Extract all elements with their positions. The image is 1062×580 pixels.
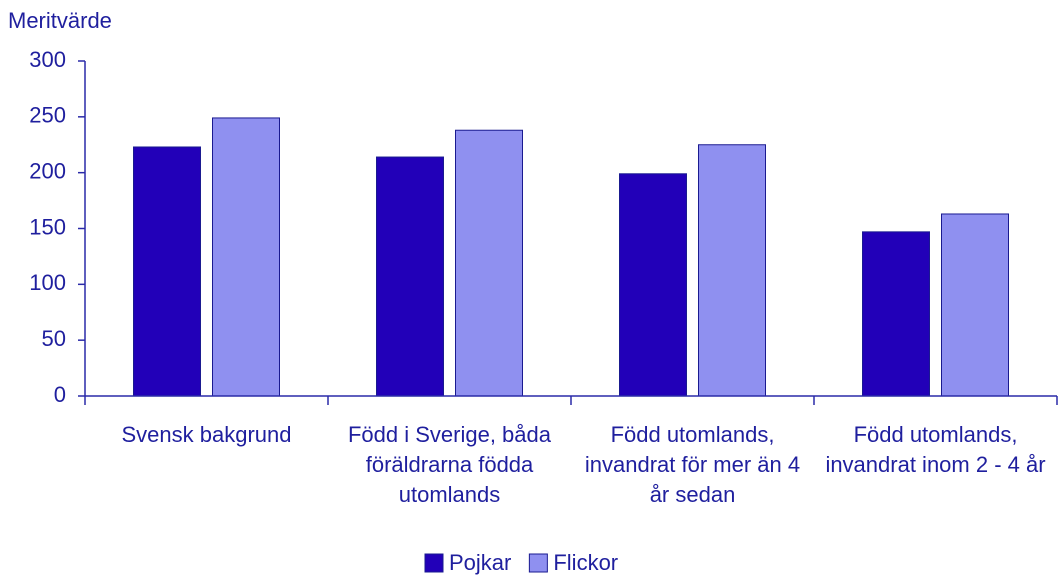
bar — [133, 146, 201, 397]
y-tick-label: 50 — [42, 326, 66, 351]
bar — [862, 231, 930, 397]
legend-label: Flickor — [553, 550, 618, 575]
legend-swatch — [424, 553, 444, 573]
x-tick-label: Svensk bakgrund — [121, 422, 292, 447]
bar — [941, 213, 1009, 397]
x-tick-label: Född i Sverige, båda föräldrarna födda u… — [347, 422, 552, 507]
x-tick-label: Född utomlands, invandrat för mer än 4 å… — [584, 422, 801, 507]
y-tick-label: 300 — [29, 47, 66, 72]
legend-label: Pojkar — [449, 550, 511, 575]
y-tick-label: 150 — [29, 214, 66, 239]
bar — [455, 129, 523, 397]
x-tick-label: Född utomlands, invandrat inom 2 - 4 år — [825, 422, 1046, 477]
bar — [212, 117, 280, 397]
bar — [698, 144, 766, 397]
y-tick-label: 0 — [54, 382, 66, 407]
y-axis-label: Meritvärde — [8, 8, 112, 33]
bar — [619, 173, 687, 397]
y-tick-label: 250 — [29, 103, 66, 128]
y-tick-label: 200 — [29, 158, 66, 183]
bar — [376, 156, 444, 397]
legend-swatch — [528, 553, 548, 573]
y-tick-label: 100 — [29, 270, 66, 295]
